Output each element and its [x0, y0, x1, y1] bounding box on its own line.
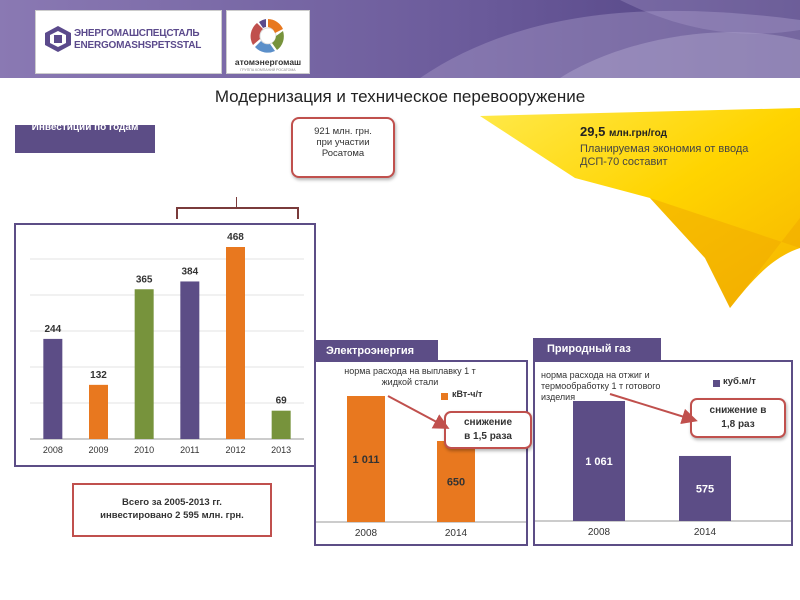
logo-text-en: ENERGOMASHSPETSSTAL [74, 40, 202, 51]
total-investment-summary: Всего за 2005-2013 гг. инвестировано 2 5… [72, 483, 272, 537]
summary-line2: инвестировано 2 595 млн. грн. [100, 510, 244, 521]
x-tick-2009: 2009 [88, 445, 108, 455]
gas-reduction-callout: снижение в 1,8 раз [690, 398, 786, 438]
bar-2009 [89, 384, 108, 439]
bracket-stem [236, 197, 237, 207]
electricity-reduction-callout: снижение в 1,5 раза [444, 411, 532, 449]
x-tick-2012: 2012 [225, 445, 245, 455]
callout-921-line2: при участии [316, 137, 370, 148]
electricity-legend-label: кВт-ч/т [452, 389, 483, 399]
electricity-bar-chart: 1 011 2008 650 2014 [316, 396, 526, 539]
gas-callout-line2: 1,8 раз [721, 419, 755, 430]
x-tick-2008: 2008 [355, 528, 378, 539]
bar-label-2008: 1 011 [353, 454, 380, 466]
electricity-header: Электроэнергия [314, 340, 438, 362]
electricity-legend-swatch [441, 393, 448, 400]
x-tick-2008: 2008 [588, 527, 611, 538]
yellow-highlight-shape [480, 108, 800, 308]
bar-label-2011: 384 [181, 266, 198, 277]
bar-2014 [679, 455, 731, 521]
bar-2014 [437, 440, 475, 522]
bar-label-2009: 132 [90, 370, 107, 381]
savings-number: 29,5 [580, 124, 606, 139]
savings-description: Планируемая экономия от ввода ДСП-70 сос… [580, 143, 749, 168]
callout-921-line1: 921 млн. грн. [314, 126, 372, 137]
energomash-emblem-icon [45, 26, 71, 52]
el-callout-line1: снижение [463, 417, 513, 428]
gas-header: Природный газ [533, 338, 661, 360]
bar-2008 [347, 396, 385, 522]
x-tick-2011: 2011 [180, 445, 199, 455]
bar-label-2008: 1 061 [585, 456, 613, 468]
atom-logo-name: атомэнергомаш [234, 57, 302, 67]
summary-line1: Всего за 2005-2013 гг. [122, 497, 222, 508]
gas-bar-chart: 1 061 2008 575 2014 [535, 401, 791, 538]
savings-value: 29,5 млн.грн/год [580, 124, 667, 139]
electricity-panel: 1 011 2008 650 2014 [314, 360, 528, 546]
bar-2013 [271, 410, 291, 439]
logo-text-ru: ЭНЕРГОМАШСПЕЦСТАЛЬ [74, 28, 200, 39]
investment-label-text: Инвестиции по годам [31, 125, 139, 133]
bar-label-2014: 575 [696, 483, 714, 495]
bar-label-2008: 244 [44, 324, 61, 335]
el-callout-line2: в 1,5 раза [464, 431, 512, 442]
investment-chart-panel: 244 2008 132 2009 365 2010 384 2011 468 2012 69 201… [14, 223, 316, 467]
bar-label-2014: 650 [447, 476, 465, 488]
energomash-logo: ЭНЕРГОМАШСПЕЦСТАЛЬ ENERGOMASHSPETSSTAL [35, 10, 222, 74]
atom-emblem-icon [250, 19, 284, 53]
investment-bar-chart: 244 2008 132 2009 365 2010 384 2011 468 2012 69 201… [30, 232, 304, 455]
bar-label-2010: 365 [136, 274, 153, 285]
bar-2012 [226, 247, 245, 439]
bar-label-2013: 69 [276, 396, 288, 407]
gas-legend-swatch [713, 380, 720, 387]
bar-label-2012: 468 [227, 232, 244, 243]
atom-logo-tagline: ГРУППА КОМПАНИЙ РОСАТОМА [240, 68, 296, 72]
gas-callout-line1: снижение в [709, 405, 767, 416]
page-title: Модернизация и техническое перевооружени… [214, 87, 586, 106]
rosatom-investment-callout: 921 млн. грн. при участии Росатома [291, 117, 395, 178]
atomenergomash-logo: атомэнергомаш ГРУППА КОМПАНИЙ РОСАТОМА [226, 10, 310, 74]
gas-panel: 1 061 2008 575 2014 [533, 360, 793, 546]
header-banner: ЭНЕРГОМАШСПЕЦСТАЛЬ ENERGOMASHSPETSSTAL а… [0, 0, 800, 78]
x-tick-2014: 2014 [694, 527, 717, 538]
x-tick-2013: 2013 [271, 445, 291, 455]
x-tick-2008: 2008 [43, 445, 63, 455]
gas-legend-label: куб.м/т [723, 376, 756, 387]
bar-2008 [43, 338, 63, 439]
gas-note: норма расхода на отжиг и термообработку … [541, 370, 661, 402]
x-tick-2014: 2014 [445, 528, 468, 539]
x-tick-2010: 2010 [134, 445, 154, 455]
investment-label: Инвестиции по годам [15, 125, 155, 153]
bar-2008 [573, 401, 625, 521]
savings-unit: млн.грн/год [608, 128, 667, 139]
bar-2011 [180, 281, 200, 439]
bracket [176, 207, 299, 219]
electricity-note: норма расхода на выплавку 1 т жидкой ста… [344, 366, 476, 387]
callout-921-line3: Росатома [321, 148, 365, 159]
bar-2010 [134, 289, 154, 439]
